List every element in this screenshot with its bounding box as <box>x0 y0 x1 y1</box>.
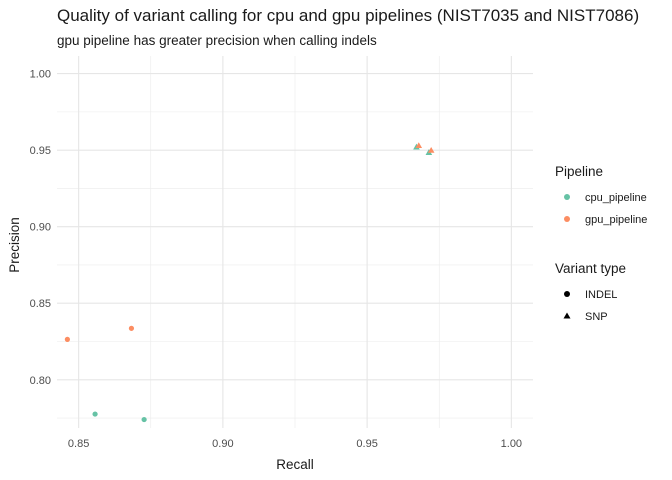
x-tick-label: 0.95 <box>356 438 377 450</box>
gpu-pipeline-indel-point <box>128 325 135 331</box>
data-points <box>64 142 435 423</box>
gpu-pipeline-indel-point <box>64 336 70 342</box>
y-tick-label: 0.85 <box>30 298 51 310</box>
grid-lines <box>57 56 533 428</box>
snp-legend-key <box>563 312 571 319</box>
chart-subtitle: gpu pipeline has greater precision when … <box>57 33 377 48</box>
y-axis-ticks: 0.80 0.85 0.90 0.95 1.00 <box>30 69 51 387</box>
x-axis-title: Recall <box>276 457 314 472</box>
y-tick-label: 0.95 <box>30 145 51 157</box>
gpu-legend-key <box>564 216 570 222</box>
x-axis-ticks: 0.85 0.90 0.95 1.00 <box>68 438 522 450</box>
indel-legend-label: INDEL <box>585 289 617 301</box>
y-tick-label: 0.80 <box>30 375 51 387</box>
shape-legend-item-indel: INDEL <box>564 289 617 301</box>
cpu-legend-key <box>564 194 570 200</box>
color-legend-item-cpu: cpu_pipeline <box>564 192 647 204</box>
gpu-legend-label: gpu_pipeline <box>585 214 647 226</box>
shape-legend-item-snp: SNP <box>563 311 608 323</box>
snp-legend-label: SNP <box>585 311 608 323</box>
chart-title: Quality of variant calling for cpu and g… <box>57 6 639 25</box>
cpu-pipeline-indel-point <box>92 411 98 417</box>
legend: Pipeline cpu_pipeline gpu_pipeline Varia… <box>555 164 647 323</box>
y-axis-title: Precision <box>7 217 22 273</box>
cpu-legend-label: cpu_pipeline <box>585 192 647 204</box>
x-tick-label: 0.90 <box>212 438 233 450</box>
x-tick-label: 1.00 <box>501 438 522 450</box>
y-tick-label: 1.00 <box>30 69 51 81</box>
color-legend-item-gpu: gpu_pipeline <box>564 214 647 226</box>
gpu-pipeline-snp-point <box>427 147 435 153</box>
y-tick-label: 0.90 <box>30 222 51 234</box>
color-legend-title: Pipeline <box>555 164 603 179</box>
indel-legend-key <box>564 291 570 297</box>
x-tick-label: 0.85 <box>68 438 89 450</box>
gpu-pipeline-snp-point <box>415 142 423 149</box>
shape-legend-title: Variant type <box>555 261 626 276</box>
cpu-pipeline-indel-point <box>141 416 147 423</box>
